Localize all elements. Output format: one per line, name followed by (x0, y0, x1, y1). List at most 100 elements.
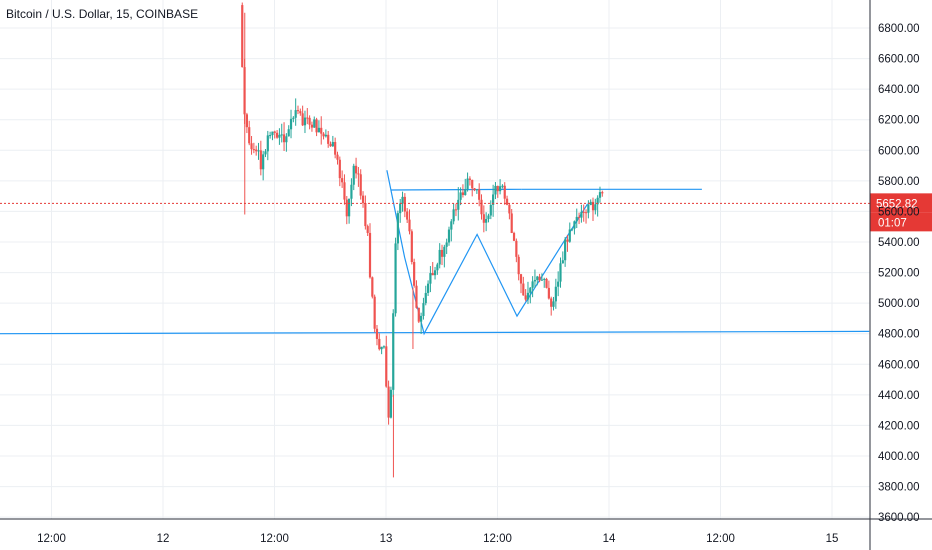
candle (289, 109, 293, 139)
candle-body (594, 204, 597, 211)
candle (371, 276, 374, 299)
candle-body (482, 214, 485, 223)
candle (577, 212, 581, 225)
candle-body (547, 287, 550, 299)
candle (598, 186, 602, 203)
candle (487, 213, 490, 223)
candle-body (361, 195, 365, 204)
candle-body (440, 249, 444, 257)
candle (378, 333, 381, 351)
trendline-layer[interactable] (0, 170, 870, 336)
candle (345, 196, 348, 225)
x-tick-label: 15 (826, 533, 839, 545)
candle-body (587, 205, 590, 213)
candle (357, 167, 360, 187)
candle-body (350, 184, 353, 199)
candle (538, 273, 541, 283)
candle (433, 266, 437, 280)
candle (241, 2, 244, 68)
candle (348, 198, 351, 224)
candle (248, 120, 251, 146)
candle-body (252, 149, 255, 151)
candle (457, 187, 460, 221)
candle (431, 262, 434, 276)
candle (454, 203, 458, 217)
candle (519, 273, 523, 294)
candle-body (269, 135, 272, 137)
candle-body (345, 199, 348, 217)
candle (420, 312, 423, 334)
candle (480, 194, 483, 220)
candle-body (503, 185, 506, 199)
candle-body (275, 132, 279, 138)
candle (445, 238, 448, 255)
candle (364, 195, 367, 230)
candle-body (299, 111, 302, 114)
candle (557, 271, 560, 297)
candle-body (522, 283, 525, 296)
y-tick-label: 6400.00 (878, 84, 920, 96)
x-tick-label: 13 (380, 533, 393, 545)
candle (452, 203, 455, 225)
candle (315, 117, 318, 137)
candle-body (306, 117, 309, 119)
candle-body (241, 5, 244, 68)
candle-body (424, 292, 427, 304)
candle (536, 275, 539, 286)
candle (415, 280, 418, 309)
trendline-support[interactable] (0, 330, 870, 335)
candle (259, 140, 262, 176)
candle (403, 193, 406, 218)
candle-body (320, 127, 323, 134)
candle-body (561, 260, 564, 264)
candle (517, 254, 520, 281)
candle-body (373, 296, 376, 329)
candle-body (573, 221, 576, 229)
candle-body (557, 281, 560, 287)
candle (266, 130, 269, 161)
candle (278, 128, 281, 145)
candle-body (264, 151, 267, 155)
candle-body (280, 134, 283, 136)
candle (533, 269, 537, 289)
candle-body (492, 194, 495, 205)
candle (303, 110, 307, 134)
trendline-pattern[interactable] (386, 170, 589, 336)
candle (401, 191, 404, 212)
candle (257, 142, 260, 160)
candle-body (512, 232, 516, 241)
current-price-line: 5652.82 01:07 (0, 193, 932, 232)
trendline-neckline[interactable] (390, 188, 522, 191)
candle (394, 237, 397, 317)
candle (554, 278, 557, 309)
candle-body (577, 216, 581, 218)
candle-body (475, 189, 478, 191)
candle-body (433, 270, 437, 276)
candle (494, 182, 497, 200)
candle-body (489, 204, 492, 216)
candle (573, 220, 576, 235)
candle (436, 262, 439, 275)
candle (338, 156, 341, 187)
candle (410, 229, 413, 265)
candle-body (426, 283, 430, 293)
symbol-title[interactable]: Bitcoin / U.S. Dollar, 15, COINBASE (6, 7, 198, 21)
candle (352, 163, 355, 191)
candle-body (389, 389, 393, 418)
candle-body (519, 274, 523, 284)
candles-layer (241, 2, 604, 478)
candle-body (575, 216, 578, 222)
candle (368, 223, 372, 279)
candle-body (401, 196, 404, 204)
candle-body (371, 277, 374, 297)
candle (426, 280, 430, 296)
x-tick-label: 14 (603, 533, 616, 545)
candle-body (324, 134, 327, 137)
candle-body (317, 127, 321, 133)
candle-body (385, 346, 388, 387)
candle (531, 276, 534, 298)
candle-body (545, 278, 548, 288)
candle (262, 150, 265, 181)
